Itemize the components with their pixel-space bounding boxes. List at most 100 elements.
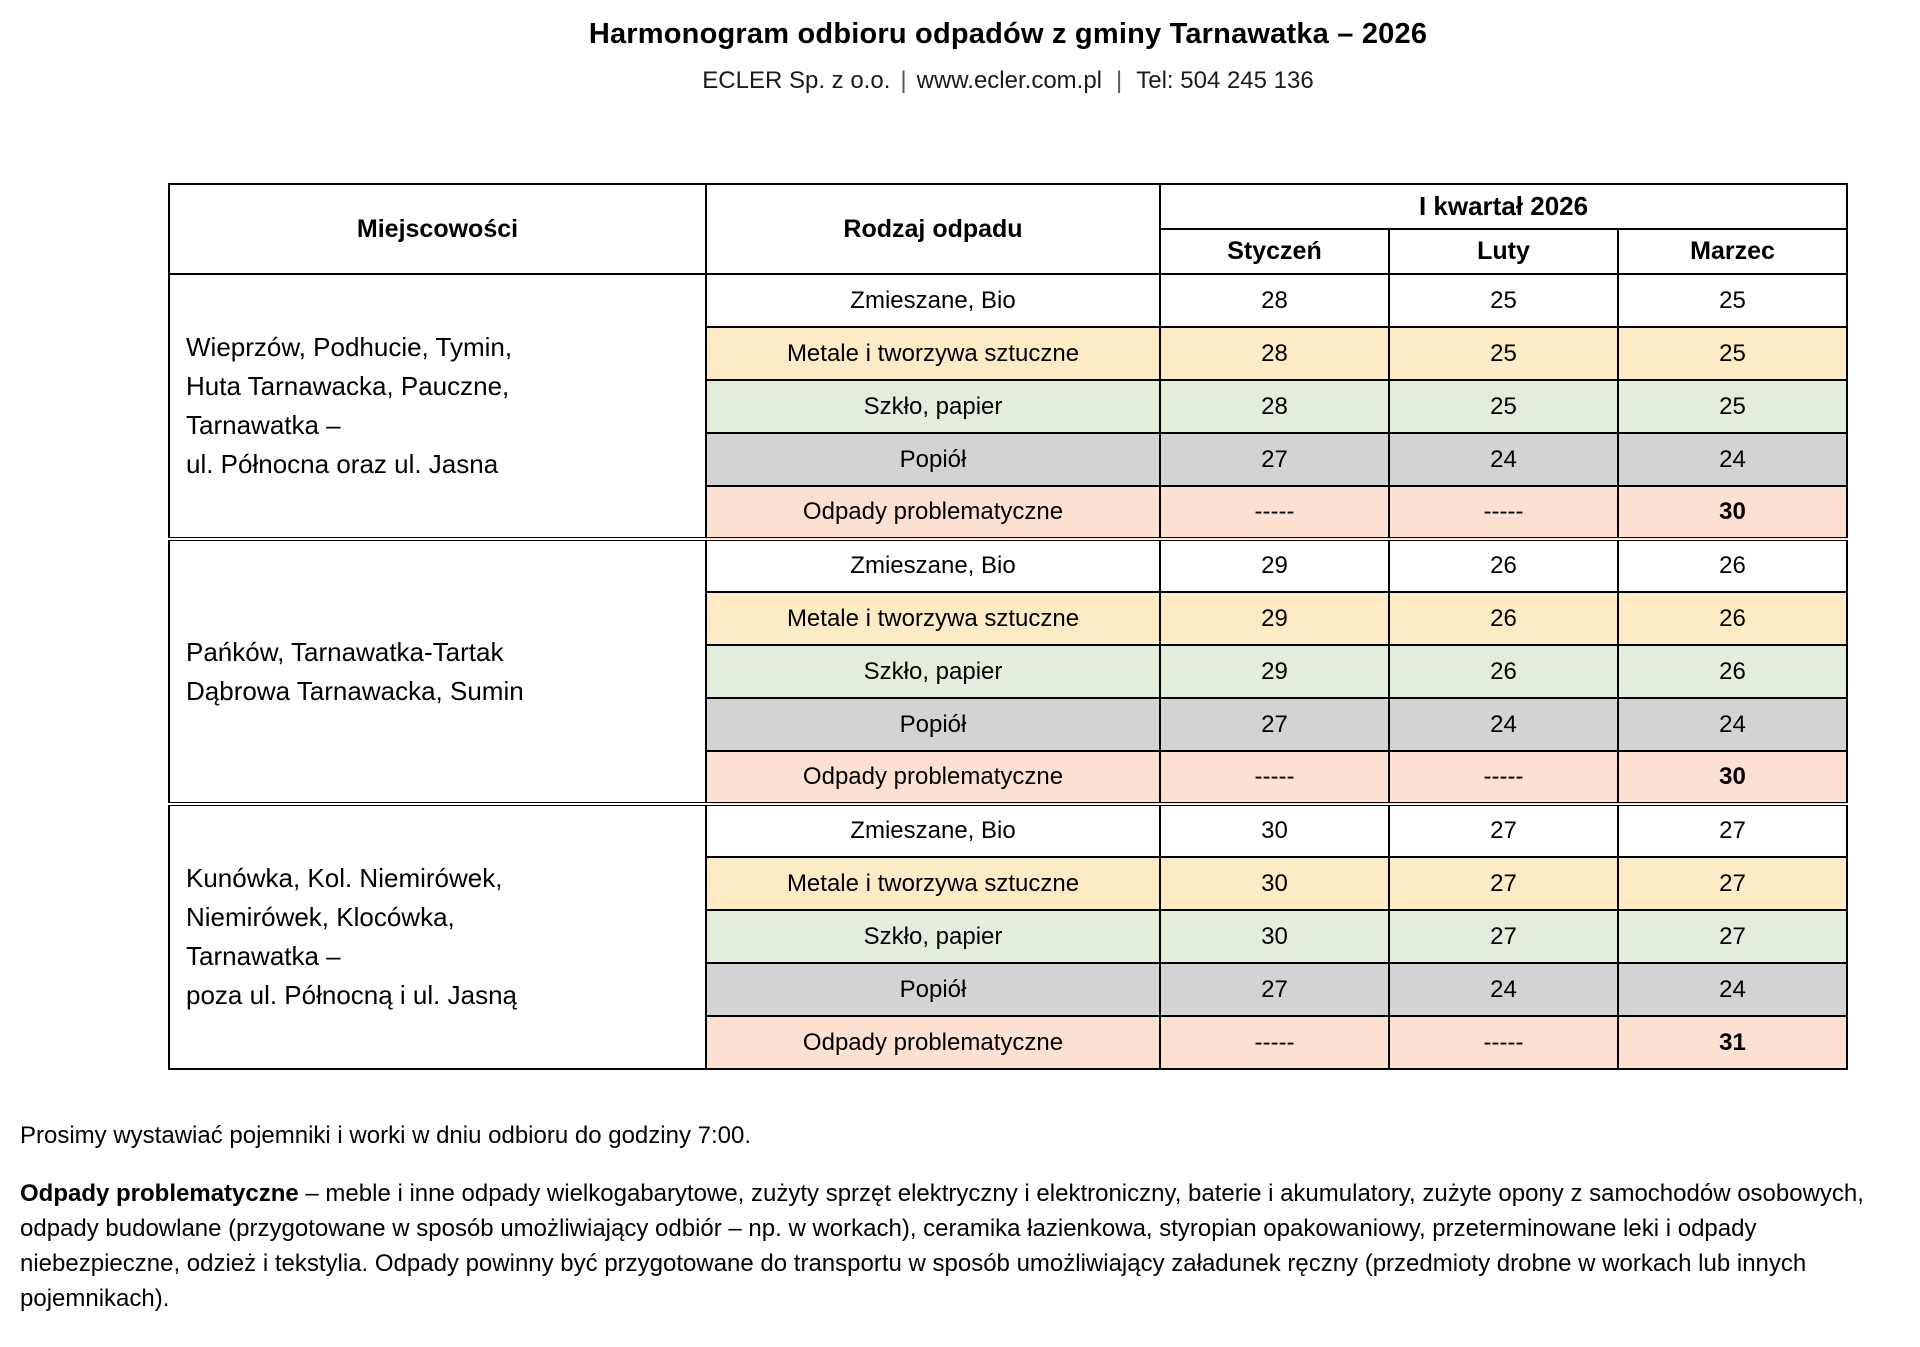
locality-cell-group-2: Pańków, Tarnawatka-Tartak Dąbrowa Tarnaw… xyxy=(168,537,707,805)
table-row: Odpady problematyczne ----- ----- 31 xyxy=(169,1015,1849,1070)
date-cell: 24 xyxy=(1616,962,1849,1017)
locality-line: Huta Tarnawacka, Pauczne, xyxy=(186,371,510,401)
date-cell: ----- xyxy=(1159,1015,1390,1070)
date-cell: 26 xyxy=(1616,591,1849,646)
column-header-localities: Miejscowości xyxy=(168,183,707,275)
document-content: Harmonogram odbioru odpadów z gminy Tarn… xyxy=(168,18,1849,1070)
date-cell: 28 xyxy=(1159,273,1390,328)
problematic-waste-text: – meble i inne odpady wielkogabarytowe, … xyxy=(20,1180,1864,1312)
waste-type-cell: Szkło, papier xyxy=(705,379,1161,434)
table-row: Metale i tworzywa sztuczne 30 27 27 xyxy=(169,856,1849,911)
date-cell: 25 xyxy=(1616,379,1849,434)
date-cell: 24 xyxy=(1388,697,1619,752)
date-cell: 24 xyxy=(1388,432,1619,487)
date-cell: ----- xyxy=(1159,750,1390,805)
waste-type-cell: Odpady problematyczne xyxy=(705,485,1161,540)
table-row: Wieprzów, Podhucie, Tymin, Huta Tarnawac… xyxy=(168,273,1849,540)
waste-type-cell: Popiół xyxy=(705,962,1161,1017)
date-cell: 30 xyxy=(1159,802,1390,858)
table-row: Kunówka, Kol. Niemirówek, Niemirówek, Kl… xyxy=(168,802,1849,1070)
locality-line: Tarnawatka – xyxy=(186,941,341,971)
waste-type-cell: Zmieszane, Bio xyxy=(705,537,1161,593)
date-cell: 31 xyxy=(1616,1015,1849,1070)
date-cell: 28 xyxy=(1159,379,1390,434)
locality-line: Dąbrowa Tarnawacka, Sumin xyxy=(186,675,524,706)
column-header-waste-type: Rodzaj odpadu xyxy=(705,183,1161,275)
table-row: Popiół 27 24 24 xyxy=(169,432,1849,487)
locality-cell-group-1: Wieprzów, Podhucie, Tymin, Huta Tarnawac… xyxy=(168,273,707,540)
date-cell: 27 xyxy=(1616,909,1849,964)
date-cell: 27 xyxy=(1616,856,1849,911)
date-cell: 30 xyxy=(1616,750,1849,805)
footer-notes: Prosimy wystawiać pojemniki i worki w dn… xyxy=(0,1122,1900,1316)
waste-type-cell: Metale i tworzywa sztuczne xyxy=(705,591,1161,646)
date-cell: 29 xyxy=(1159,537,1390,593)
waste-type-cell: Odpady problematyczne xyxy=(705,1015,1161,1070)
date-cell: 26 xyxy=(1616,537,1849,593)
locality-line: ul. Północna oraz ul. Jasna xyxy=(186,449,499,479)
date-cell: 29 xyxy=(1159,591,1390,646)
locality-line: Tarnawatka – xyxy=(186,410,341,440)
waste-type-cell: Popiół xyxy=(705,697,1161,752)
problematic-waste-description: Odpady problematyczne – meble i inne odp… xyxy=(20,1176,1880,1316)
table-row: Popiół 27 24 24 xyxy=(169,962,1849,1017)
waste-schedule-table: Miejscowości Rodzaj odpadu I kwartał 202… xyxy=(168,183,1849,1070)
date-cell: 26 xyxy=(1388,644,1619,699)
date-cell: 29 xyxy=(1159,644,1390,699)
date-cell: ----- xyxy=(1159,485,1390,540)
company-name: ECLER Sp. z o.o. xyxy=(702,67,891,94)
locality-cell-group-3: Kunówka, Kol. Niemirówek, Niemirówek, Kl… xyxy=(168,802,707,1070)
column-header-month-january: Styczeń xyxy=(1159,228,1390,275)
page-subtitle: ECLER Sp. z o.o. | www.ecler.com.pl | Tel: 5… xyxy=(168,67,1848,95)
date-cell: 27 xyxy=(1159,697,1390,752)
date-cell: 27 xyxy=(1388,909,1619,964)
problematic-waste-label: Odpady problematyczne xyxy=(20,1180,299,1207)
date-cell: 25 xyxy=(1388,326,1619,381)
date-cell: 25 xyxy=(1388,379,1619,434)
date-cell: ----- xyxy=(1388,1015,1619,1070)
date-cell: 27 xyxy=(1388,856,1619,911)
locality-line: Wieprzów, Podhucie, Tymin, xyxy=(186,332,513,362)
locality-line: Kunówka, Kol. Niemirówek, xyxy=(186,863,503,893)
table-row: Metale i tworzywa sztuczne 29 26 26 xyxy=(169,591,1849,646)
date-cell: 26 xyxy=(1388,591,1619,646)
date-cell: 30 xyxy=(1616,485,1849,540)
waste-type-cell: Zmieszane, Bio xyxy=(705,273,1161,328)
date-cell: 26 xyxy=(1616,644,1849,699)
date-cell: ----- xyxy=(1388,485,1619,540)
subtitle-separator: | xyxy=(1116,67,1123,94)
subtitle-separator: | xyxy=(900,67,907,94)
locality-line: poza ul. Północną i ul. Jasną xyxy=(186,980,517,1010)
table-row: Odpady problematyczne ----- ----- 30 xyxy=(169,485,1849,540)
column-header-month-march: Marzec xyxy=(1616,228,1849,275)
company-website: www.ecler.com.pl xyxy=(916,67,1102,94)
date-cell: 24 xyxy=(1616,432,1849,487)
table-row: Popiół 27 24 24 xyxy=(169,697,1849,752)
column-header-month-february: Luty xyxy=(1388,228,1619,275)
date-cell: 26 xyxy=(1388,537,1619,593)
waste-type-cell: Popiół xyxy=(705,432,1161,487)
waste-type-cell: Metale i tworzywa sztuczne xyxy=(705,856,1161,911)
locality-line: Niemirówek, Klocówka, xyxy=(186,902,455,932)
table-row: Szkło, papier 29 26 26 xyxy=(169,644,1849,699)
date-cell: ----- xyxy=(1388,750,1619,805)
date-cell: 30 xyxy=(1159,856,1390,911)
date-cell: 27 xyxy=(1388,802,1619,858)
date-cell: 24 xyxy=(1616,697,1849,752)
date-cell: 24 xyxy=(1388,962,1619,1017)
table-row: Odpady problematyczne ----- ----- 30 xyxy=(169,750,1849,805)
table-row: Szkło, papier 28 25 25 xyxy=(169,379,1849,434)
table-row: Pańków, Tarnawatka-Tartak Dąbrowa Tarnaw… xyxy=(168,537,1849,805)
waste-type-cell: Metale i tworzywa sztuczne xyxy=(705,326,1161,381)
waste-type-cell: Zmieszane, Bio xyxy=(705,802,1161,858)
date-cell: 27 xyxy=(1616,802,1849,858)
waste-type-cell: Odpady problematyczne xyxy=(705,750,1161,805)
date-cell: 25 xyxy=(1388,273,1619,328)
date-cell: 28 xyxy=(1159,326,1390,381)
table-row: Metale i tworzywa sztuczne 28 25 25 xyxy=(169,326,1849,381)
table-row: Szkło, papier 30 27 27 xyxy=(169,909,1849,964)
page-title: Harmonogram odbioru odpadów z gminy Tarn… xyxy=(588,18,1428,50)
date-cell: 27 xyxy=(1159,962,1390,1017)
date-cell: 27 xyxy=(1159,432,1390,487)
date-cell: 25 xyxy=(1616,326,1849,381)
